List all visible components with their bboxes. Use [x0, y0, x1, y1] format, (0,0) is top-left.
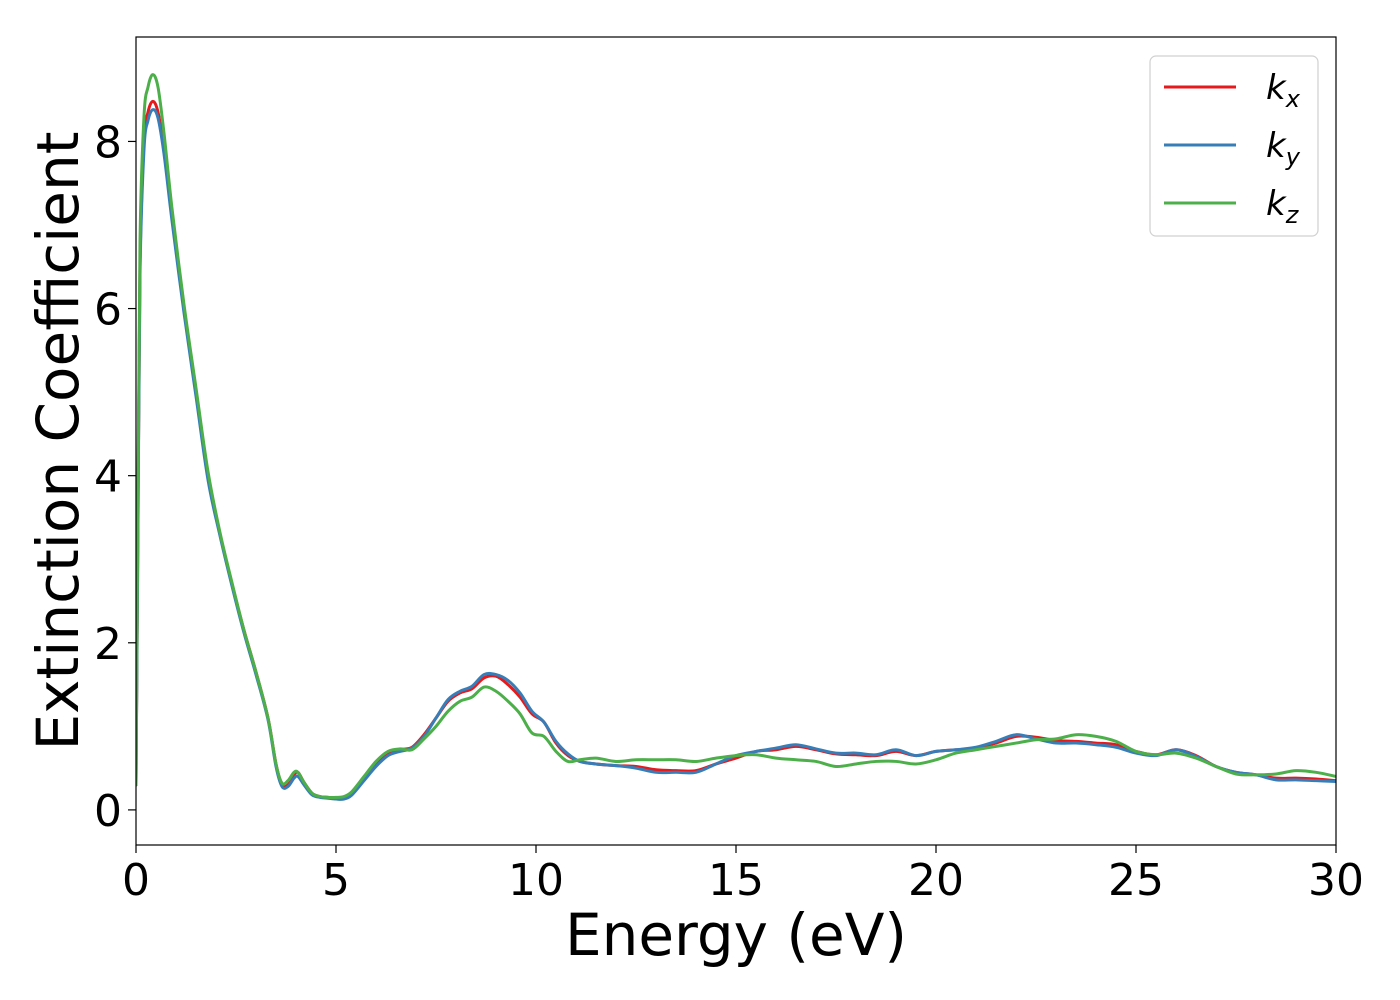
series-layer [136, 73, 1336, 801]
y-tick-label: 0 [94, 786, 122, 837]
y-axis-label: Extinction Coefficient [24, 132, 92, 751]
legend-label-kz: kz [1266, 184, 1300, 229]
x-tick-label: 10 [508, 855, 564, 906]
y-tick-label: 6 [94, 285, 122, 336]
x-tick-label: 0 [122, 855, 150, 906]
y-tick-label: 4 [94, 452, 122, 503]
legend-label-kx: kx [1266, 68, 1301, 113]
x-tick-label: 5 [322, 855, 350, 906]
x-tick-label: 30 [1308, 855, 1364, 906]
x-axis-label: Energy (eV) [565, 901, 907, 969]
x-tick-label: 15 [708, 855, 764, 906]
legend: kx ky kz [1149, 55, 1319, 237]
x-tick-label: 25 [1108, 855, 1164, 906]
x-tick-label: 20 [908, 855, 964, 906]
series-line-kz [136, 73, 1336, 799]
y-tick-label: 8 [94, 117, 122, 168]
x-axis: 0 5 10 15 20 25 30 [122, 845, 1364, 906]
y-axis: 0 2 4 6 8 [94, 117, 136, 837]
y-tick-label: 2 [94, 619, 122, 670]
legend-label-ky: ky [1266, 126, 1301, 171]
